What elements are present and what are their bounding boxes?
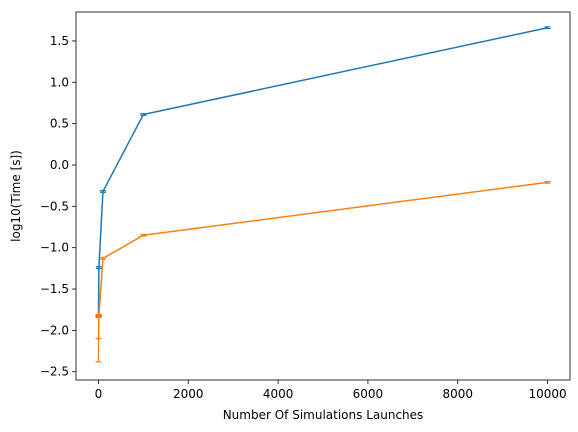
x-tick-label: 0 <box>95 387 103 401</box>
plot-frame <box>75 11 571 381</box>
x-axis-label: Number Of Simulations Launches <box>223 408 424 422</box>
y-tick-label: 1.0 <box>50 75 69 89</box>
y-tick-label: −1.5 <box>40 282 69 296</box>
y-axis-ticks: −2.5 −2.0 −1.5 −1.0 −0.5 0.0 0.5 1.0 1.5 <box>40 34 76 379</box>
x-tick-label: 2000 <box>173 387 204 401</box>
x-tick-label: 6000 <box>353 387 384 401</box>
y-axis-label: log10(Time [s]) <box>9 150 23 242</box>
y-tick-label: 0.0 <box>50 158 69 172</box>
series-layer <box>95 26 551 363</box>
x-axis-ticks: 0 2000 4000 6000 8000 10000 <box>95 380 567 401</box>
x-tick-label: 8000 <box>442 387 473 401</box>
x-tick-label: 10000 <box>528 387 566 401</box>
y-tick-label: 0.5 <box>50 117 69 131</box>
y-tick-label: 1.5 <box>50 34 69 48</box>
y-tick-label: −2.0 <box>40 323 69 337</box>
y-tick-label: −2.5 <box>40 365 69 379</box>
y-tick-label: −0.5 <box>40 199 69 213</box>
x-tick-label: 4000 <box>263 387 294 401</box>
y-tick-label: −1.0 <box>40 241 69 255</box>
plot-area <box>76 12 570 380</box>
